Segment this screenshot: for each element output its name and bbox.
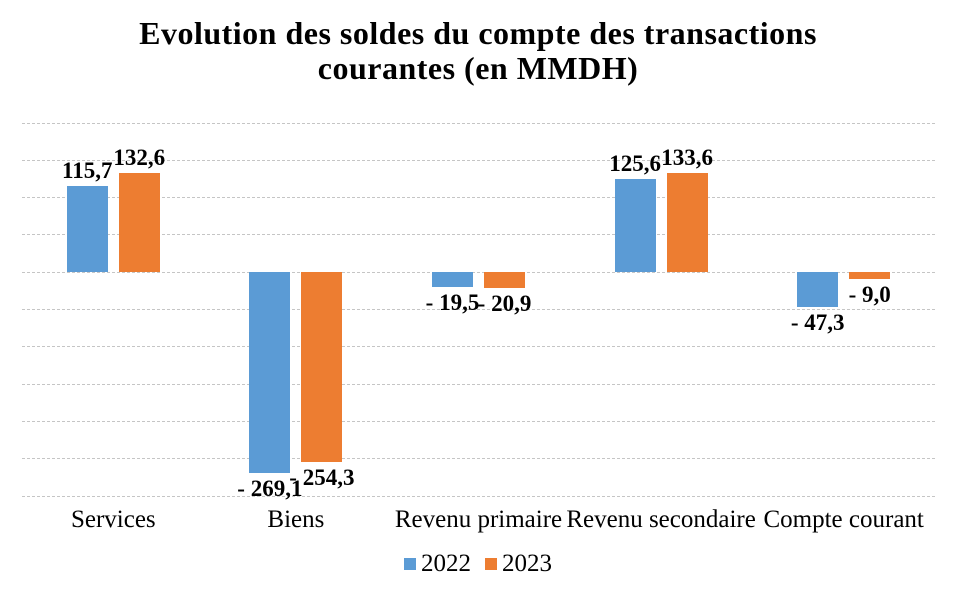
bar-label: - 9,0	[848, 281, 891, 307]
bar-2023-revenu-primaire	[484, 272, 525, 288]
category-label-biens: Biens	[267, 506, 325, 533]
gridline	[22, 458, 935, 460]
chart-title-line2: courantes (en MMDH)	[317, 50, 639, 86]
category-label-revenu-primaire: Revenu primaire	[394, 506, 563, 533]
bar-2022-biens	[249, 272, 291, 473]
gridline	[22, 122, 935, 124]
category-label-revenu-secondaire: Revenu secondaire	[566, 506, 756, 533]
bar-2022-revenu-secondaire	[614, 178, 656, 273]
bar-2022-revenu-primaire	[432, 272, 473, 287]
gridline	[22, 420, 935, 422]
bar-2023-biens	[301, 272, 343, 462]
gridline	[22, 159, 935, 161]
category-label-compte-courant: Compte courant	[763, 506, 924, 533]
bar-label: 133,6	[661, 144, 713, 170]
legend-item-2022: 2022	[404, 551, 471, 577]
legend-label: 2022	[421, 550, 471, 577]
chart-title-line1: Evolution des soldes du compte des trans…	[139, 15, 817, 51]
bar-2022-compte-courant	[797, 272, 839, 308]
bar-label: - 254,3	[289, 464, 355, 490]
gridline	[22, 495, 935, 497]
bar-label: 132,6	[113, 145, 166, 171]
bar-2022-services	[66, 185, 108, 273]
bar-label: - 20,9	[477, 290, 532, 316]
bar-2023-services	[118, 173, 160, 273]
bar-label: 125,6	[609, 150, 661, 176]
bar-label: - 19,5	[425, 289, 480, 315]
bar-2023-revenu-secondaire	[666, 172, 708, 273]
legend-item-2023: 2023	[485, 551, 552, 577]
gridline	[22, 234, 935, 236]
gridline	[22, 346, 935, 348]
legend-swatch-icon	[404, 558, 416, 570]
category-label-services: Services	[70, 506, 156, 533]
bar-2023-compte-courant	[849, 272, 891, 279]
legend: 2022 2023	[0, 551, 956, 577]
legend-label: 2023	[502, 550, 552, 577]
gridline	[22, 197, 935, 199]
gridline	[22, 383, 935, 385]
bar-label: 115,7	[62, 157, 113, 183]
bar-label: - 269,1	[237, 475, 303, 501]
chart-title: Evolution des soldes du compte des trans…	[0, 16, 956, 86]
gridline	[22, 271, 935, 273]
bar-label: - 47,3	[790, 310, 845, 336]
gridline	[22, 309, 935, 310]
legend-swatch-icon	[485, 558, 497, 570]
